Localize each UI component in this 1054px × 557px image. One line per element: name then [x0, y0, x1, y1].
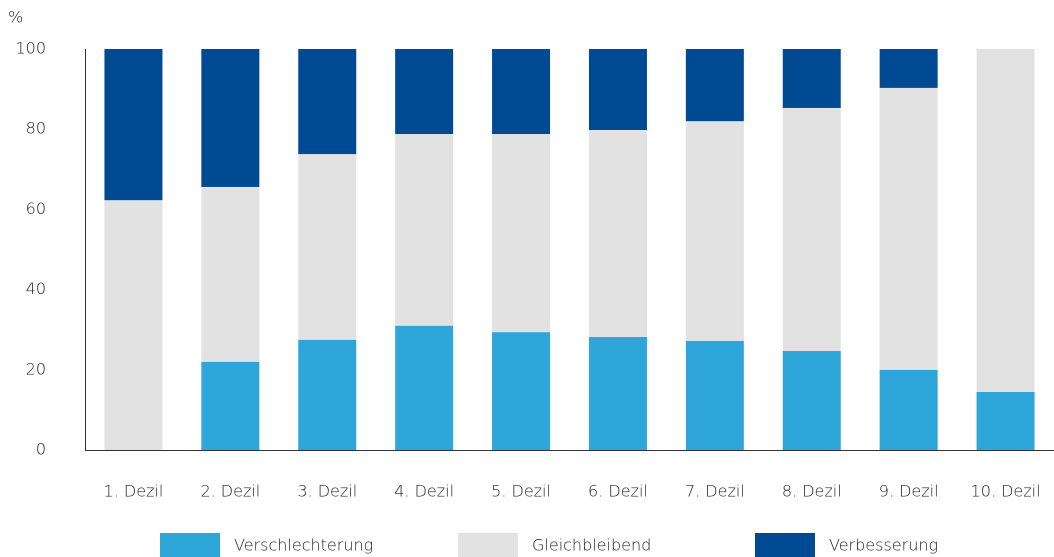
bar-segment: [588, 336, 647, 450]
y-tick-label: 80: [26, 119, 46, 138]
x-tick-label: 1. Dezil: [104, 482, 164, 501]
x-tick-label: 9. Dezil: [879, 482, 939, 501]
bar-segment: [879, 87, 938, 370]
bar-segment: [685, 340, 744, 450]
bar-segment: [492, 332, 551, 450]
bar-segment: [782, 350, 841, 450]
x-tick-label: 2. Dezil: [200, 482, 260, 501]
legend-swatch: [160, 533, 220, 557]
bar-segment: [492, 49, 551, 135]
bar-segment: [298, 339, 357, 450]
x-tick-label: 8. Dezil: [782, 482, 842, 501]
bar-segment: [685, 49, 744, 122]
bar-segment: [201, 49, 260, 187]
bar-segment: [879, 49, 938, 88]
y-tick-label: 0: [36, 440, 46, 459]
y-tick-label: 20: [26, 359, 46, 378]
y-tick-label: 40: [26, 279, 46, 298]
bar-segment: [492, 134, 551, 333]
bar-segment: [976, 391, 1035, 450]
x-tick-label: 10. Dezil: [971, 482, 1041, 501]
y-tick-label: 100: [15, 39, 46, 58]
bar-segment: [976, 49, 1035, 392]
bar-segment: [782, 107, 841, 351]
bar-segment: [588, 49, 647, 131]
bar-segment: [395, 49, 454, 135]
y-axis-label: %: [8, 8, 23, 27]
bar-segment: [104, 49, 163, 201]
bar-segment: [879, 369, 938, 450]
x-tick-label: 3. Dezil: [297, 482, 357, 501]
legend-label: Verschlechterung: [234, 536, 373, 555]
bar-segment: [395, 325, 454, 450]
bar-segment: [395, 134, 454, 326]
bar-segment: [201, 186, 260, 362]
legend-swatch: [458, 533, 518, 557]
bar-segment: [298, 154, 357, 340]
y-tick-label: 60: [26, 199, 46, 218]
bar-segment: [298, 49, 357, 155]
bar-segment: [685, 121, 744, 341]
legend-label: Gleichbleibend: [532, 536, 651, 555]
bar-segment: [201, 361, 260, 450]
x-tick-label: 4. Dezil: [394, 482, 454, 501]
x-tick-label: 6. Dezil: [588, 482, 648, 501]
x-tick-label: 5. Dezil: [491, 482, 551, 501]
legend-swatch: [755, 533, 815, 557]
legend-label: Verbesserung: [829, 536, 938, 555]
bar-segment: [588, 130, 647, 337]
x-tick-label: 7. Dezil: [685, 482, 745, 501]
bar-segment: [782, 49, 841, 108]
bar-segment: [104, 200, 163, 450]
